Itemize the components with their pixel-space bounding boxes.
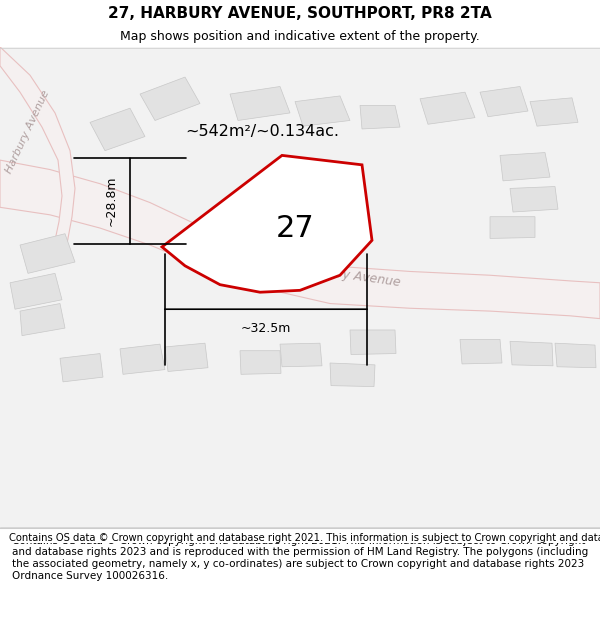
Polygon shape xyxy=(20,304,65,336)
Polygon shape xyxy=(60,354,103,382)
Polygon shape xyxy=(510,186,558,212)
Polygon shape xyxy=(0,160,600,319)
Polygon shape xyxy=(330,363,375,387)
Polygon shape xyxy=(510,341,553,366)
Polygon shape xyxy=(165,343,208,371)
Polygon shape xyxy=(280,343,322,367)
Polygon shape xyxy=(530,98,578,126)
Text: 27, HARBURY AVENUE, SOUTHPORT, PR8 2TA: 27, HARBURY AVENUE, SOUTHPORT, PR8 2TA xyxy=(108,6,492,21)
Polygon shape xyxy=(90,108,145,151)
Polygon shape xyxy=(500,152,550,181)
Polygon shape xyxy=(20,234,75,273)
Polygon shape xyxy=(360,106,400,129)
Polygon shape xyxy=(0,47,75,254)
Polygon shape xyxy=(240,351,281,374)
Polygon shape xyxy=(140,77,200,121)
Text: Map shows position and indicative extent of the property.: Map shows position and indicative extent… xyxy=(120,30,480,43)
Polygon shape xyxy=(295,96,350,126)
Text: ~28.8m: ~28.8m xyxy=(105,176,118,226)
Polygon shape xyxy=(490,217,535,238)
Polygon shape xyxy=(480,86,528,117)
Text: Contains OS data © Crown copyright and database right 2021. This information is : Contains OS data © Crown copyright and d… xyxy=(12,536,588,581)
Polygon shape xyxy=(555,343,596,367)
Text: ~32.5m: ~32.5m xyxy=(241,322,291,336)
Text: Contains OS data © Crown copyright and database right 2021. This information is : Contains OS data © Crown copyright and d… xyxy=(9,533,600,543)
Polygon shape xyxy=(420,92,475,124)
Polygon shape xyxy=(10,273,62,309)
Text: 27: 27 xyxy=(275,214,314,243)
Polygon shape xyxy=(162,156,372,292)
Text: ~542m²/~0.134ac.: ~542m²/~0.134ac. xyxy=(185,124,339,139)
Text: Harbury Avenue: Harbury Avenue xyxy=(299,262,401,289)
Text: Harbury Avenue: Harbury Avenue xyxy=(4,89,52,175)
Polygon shape xyxy=(460,339,502,364)
Polygon shape xyxy=(230,86,290,121)
Polygon shape xyxy=(120,344,165,374)
Polygon shape xyxy=(350,330,396,354)
